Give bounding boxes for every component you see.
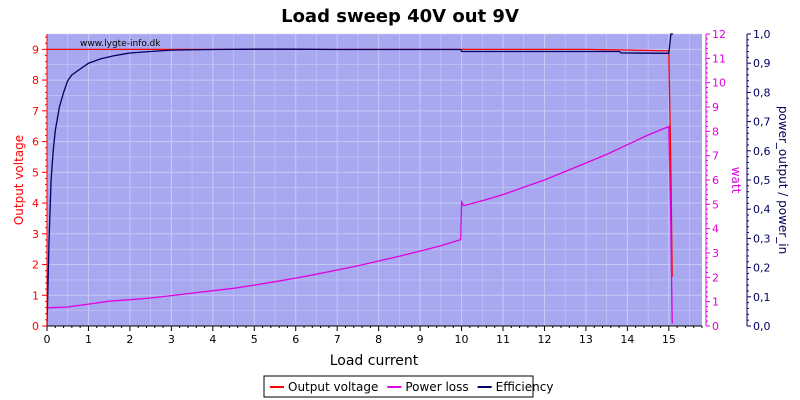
x-tick-label: 2: [126, 333, 133, 346]
x-tick-label: 14: [620, 333, 634, 346]
plot-area: [47, 34, 702, 326]
y-right-watt-tick-label: 5: [712, 198, 719, 211]
series-line-efficiency: [46, 33, 673, 327]
y-right-watt-tick-label: 10: [712, 77, 726, 90]
y-right-efficiency-tick-label: 0,6: [753, 145, 771, 158]
chart-title: Load sweep 40V out 9V: [281, 6, 519, 27]
y-right-efficiency-tick-label: 0,7: [753, 116, 771, 129]
x-tick-label: 11: [496, 333, 510, 346]
y-right-watt-tick-label: 4: [712, 223, 719, 236]
watermark-text: www.lygte-info.dk: [80, 39, 161, 49]
x-tick-label: 1: [85, 333, 92, 346]
y-right-efficiency-tick-label: 0,0: [753, 320, 771, 333]
x-tick-label: 4: [209, 333, 216, 346]
legend-label: Power loss: [405, 380, 468, 394]
x-tick-label: 10: [455, 333, 469, 346]
y-right-watt-tick-label: 1: [712, 296, 719, 309]
legend-label: Efficiency: [496, 380, 554, 394]
y-right-watt-tick-label: 7: [712, 150, 719, 163]
x-axis: 0 1 2 3 4 5 6 7 8 9 10 11 12 13 14 15: [44, 325, 703, 346]
y-axis-right-efficiency-label: power_output / power_in: [776, 106, 790, 254]
series-layer: [46, 33, 673, 327]
x-tick-label: 12: [537, 333, 551, 346]
x-axis-label: Load current: [330, 353, 419, 369]
x-tick-label: 13: [579, 333, 593, 346]
y-left-tick-label: 8: [32, 74, 39, 87]
y-left-tick-label: 7: [32, 105, 39, 118]
legend: Output voltage Power loss Efficiency: [263, 375, 554, 398]
series-line-power-loss: [46, 125, 673, 324]
y-left-tick-label: 6: [32, 136, 39, 149]
x-tick-label: 5: [251, 333, 258, 346]
y-right-efficiency-tick-label: 0,5: [753, 174, 771, 187]
y-left-tick-label: 4: [32, 197, 39, 210]
y-axis-left-label: Output voltage: [12, 135, 26, 225]
y-axis-left: 0 1 2 3 4 5 6 7 8 9: [32, 34, 48, 333]
y-left-tick-label: 5: [32, 166, 39, 179]
y-right-watt-tick-label: 8: [712, 125, 719, 138]
y-right-watt-tick-label: 2: [712, 271, 719, 284]
y-right-watt-tick-label: 9: [712, 101, 719, 114]
y-right-efficiency-tick-label: 0,4: [753, 203, 771, 216]
x-tick-label: 9: [417, 333, 424, 346]
grid-lines: [47, 33, 702, 326]
x-tick-label: 7: [334, 333, 341, 346]
y-axis-right-efficiency: 0,0 0,1 0,2 0,3 0,4 0,5 0,6 0,7 0,8 0,9 1,0: [746, 28, 771, 333]
y-left-tick-label: 9: [32, 43, 39, 56]
y-left-tick-label: 2: [32, 259, 39, 272]
y-right-efficiency-tick-label: 1,0: [753, 28, 771, 41]
legend-label: Output voltage: [288, 380, 378, 394]
y-right-efficiency-tick-label: 0,2: [753, 262, 771, 275]
y-right-efficiency-tick-label: 0,8: [753, 86, 771, 99]
x-tick-label: 15: [662, 333, 676, 346]
x-tick-label: 8: [375, 333, 382, 346]
y-right-watt-tick-label: 11: [712, 52, 726, 65]
y-right-efficiency-tick-label: 0,9: [753, 57, 771, 70]
y-left-tick-label: 3: [32, 228, 39, 241]
y-right-watt-tick-label: 12: [712, 28, 726, 41]
y-right-watt-tick-label: 0: [712, 320, 719, 333]
y-axis-right-watt-label: watt: [729, 167, 743, 194]
y-right-efficiency-tick-label: 0,3: [753, 232, 771, 245]
y-right-watt-tick-label: 6: [712, 174, 719, 187]
x-tick-label: 6: [292, 333, 299, 346]
x-tick-label: 3: [168, 333, 175, 346]
y-right-efficiency-tick-label: 0,1: [753, 291, 771, 304]
y-left-tick-label: 1: [32, 289, 39, 302]
y-left-tick-label: 0: [32, 320, 39, 333]
x-tick-label: 0: [44, 333, 51, 346]
y-right-watt-tick-label: 3: [712, 247, 719, 260]
